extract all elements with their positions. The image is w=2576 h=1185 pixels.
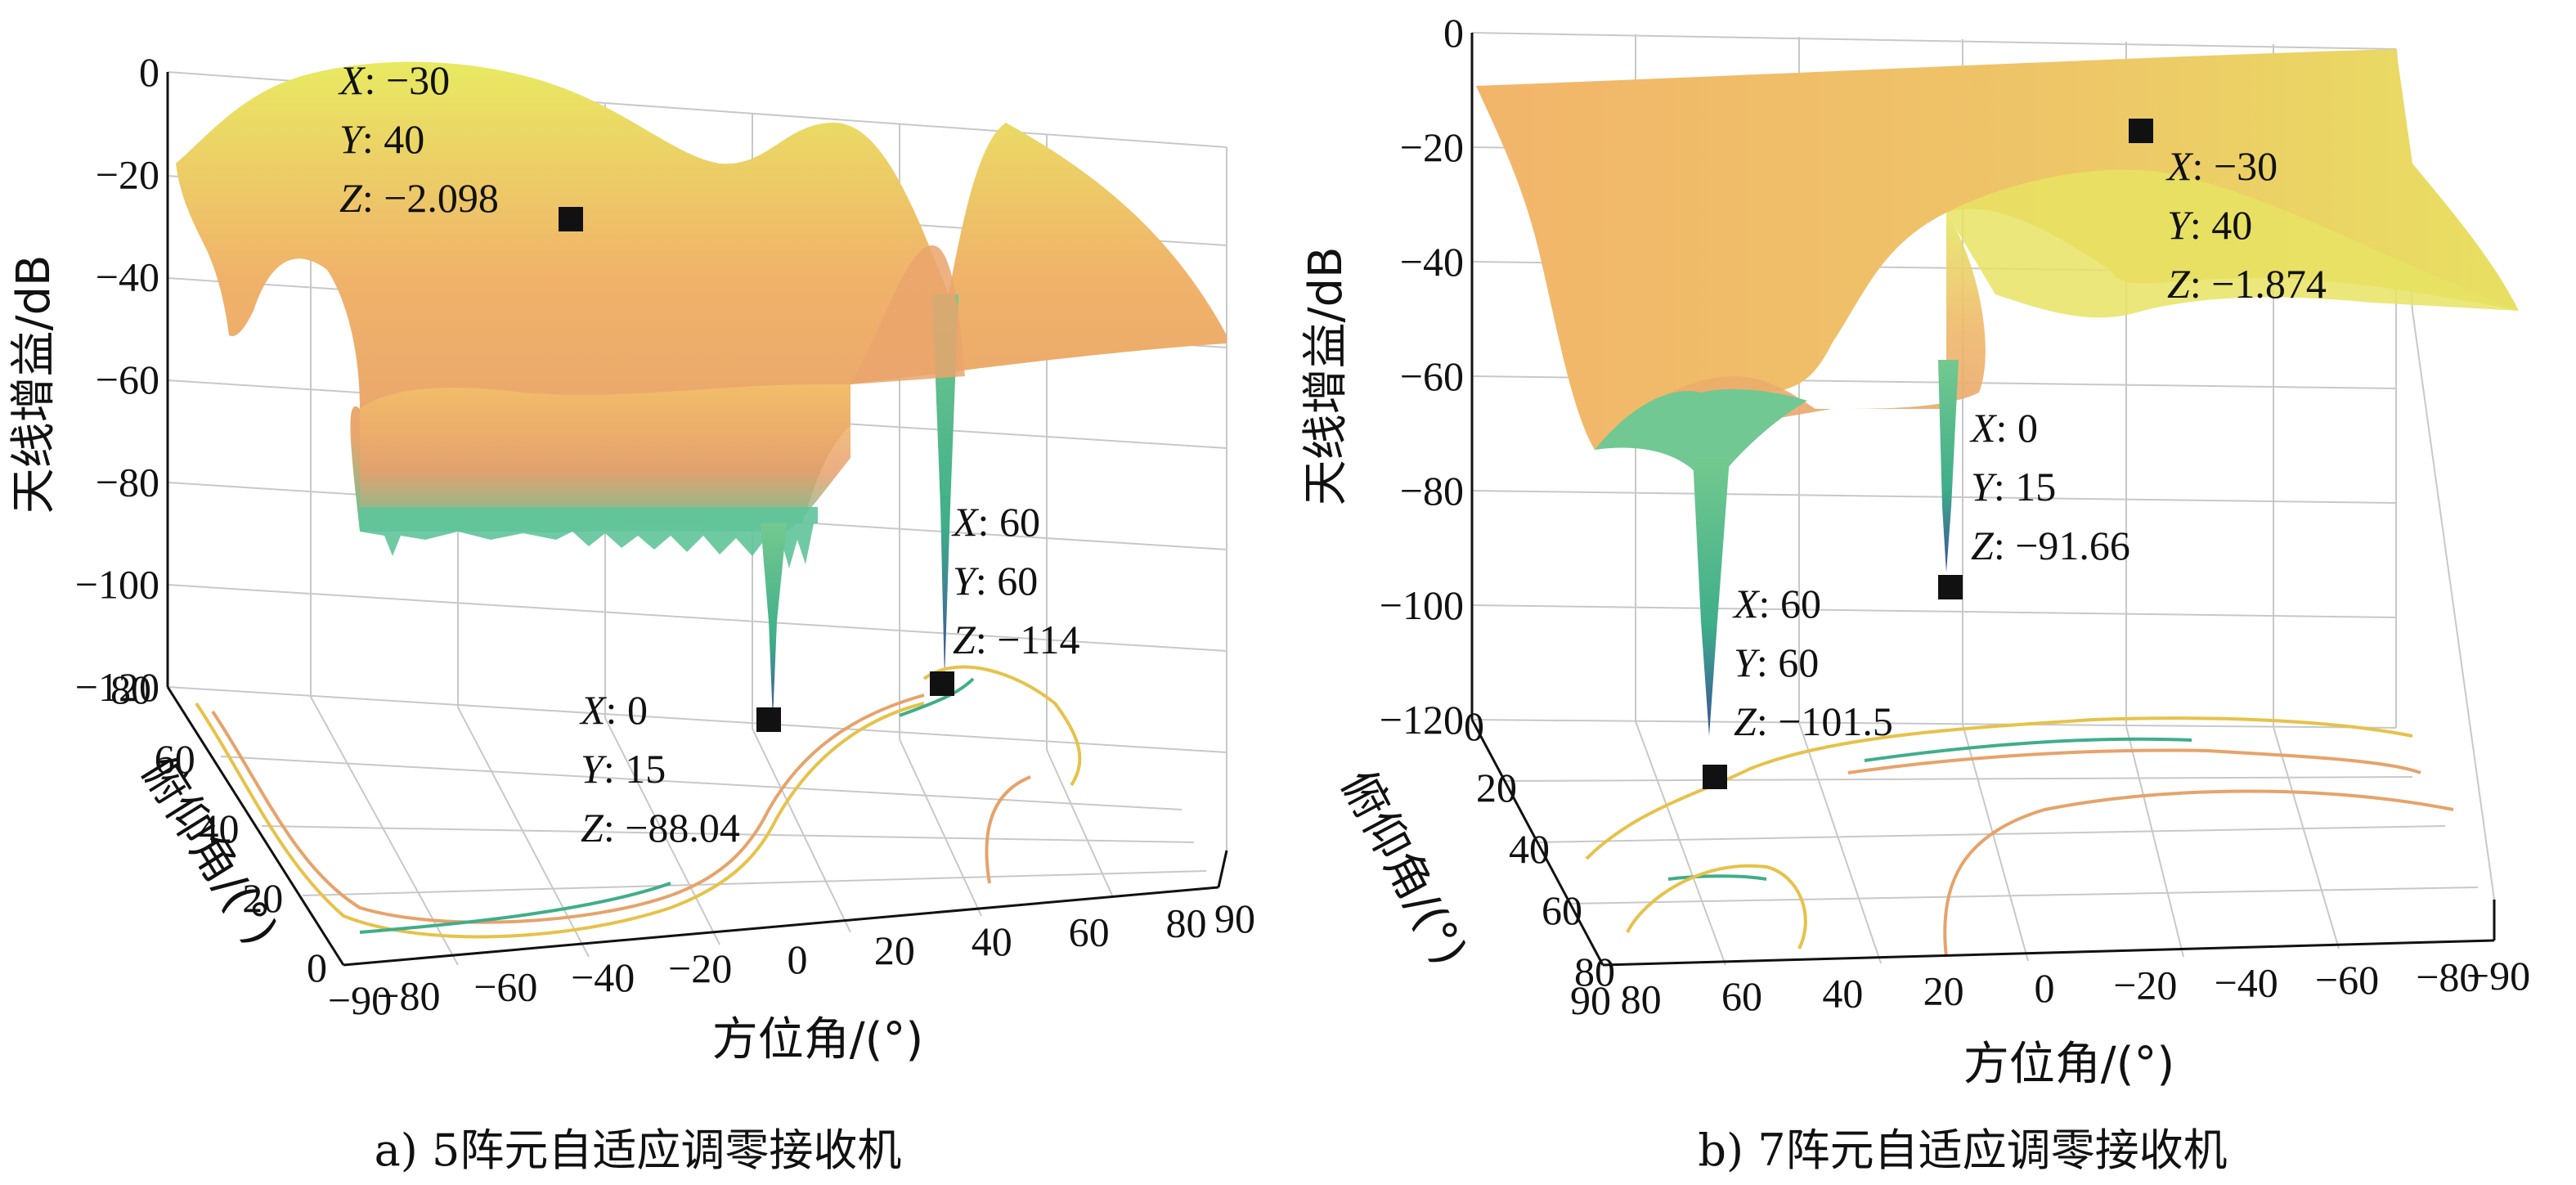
y-tick-label: 40 bbox=[1509, 826, 1550, 872]
x-tick-label: −60 bbox=[473, 963, 537, 1009]
z-tick-label: −60 bbox=[1400, 353, 1464, 399]
x-tick-label: −40 bbox=[2215, 959, 2278, 1005]
datatip-line: X: 60 bbox=[1732, 581, 1821, 626]
x-tick-label: 80 bbox=[1166, 900, 1207, 946]
z-axis-label: 天线增益/dB bbox=[1299, 247, 1353, 506]
panel-b-surface bbox=[1476, 49, 2519, 736]
datatip-line: Y: 15 bbox=[581, 746, 666, 792]
z-tick-label: −100 bbox=[75, 562, 159, 608]
datatip-line: Z: −91.66 bbox=[1971, 523, 2130, 568]
datatip-line: Z: −88.04 bbox=[581, 805, 740, 851]
panel-b-axes bbox=[1470, 33, 2496, 967]
z-tick-label: −20 bbox=[96, 151, 159, 197]
x-tick-label: 90 bbox=[1214, 895, 1255, 941]
datatip-line: X: −30 bbox=[2165, 143, 2278, 189]
z-axis-label: 天线增益/dB bbox=[7, 255, 61, 514]
datatip-line: X: −30 bbox=[338, 57, 450, 103]
datatip-line: Z: −2.098 bbox=[339, 175, 499, 221]
panel-b-contours bbox=[1585, 716, 2454, 958]
datatip-marker[interactable] bbox=[756, 707, 781, 732]
z-tick-label: −80 bbox=[96, 459, 159, 505]
datatip-line: X: 0 bbox=[1969, 405, 2038, 451]
z-tick-label: −40 bbox=[1400, 239, 1464, 285]
z-tick-label: −80 bbox=[1400, 468, 1464, 514]
z-tick-label: −20 bbox=[1400, 124, 1464, 170]
datatip-line: X: 60 bbox=[951, 499, 1040, 545]
datatip-marker[interactable] bbox=[559, 207, 583, 231]
z-tick-label: −120 bbox=[1380, 697, 1464, 743]
x-tick-label: 40 bbox=[1822, 971, 1863, 1017]
x-tick-label: 0 bbox=[788, 936, 808, 982]
x-tick-label: −60 bbox=[2315, 957, 2379, 1003]
x-tick-label: −40 bbox=[571, 954, 635, 1000]
x-tick-label: 20 bbox=[874, 927, 915, 973]
datatip-line: Y: 60 bbox=[953, 558, 1038, 604]
y-tick-label: 80 bbox=[110, 667, 151, 712]
panel-caption: a) 5阵元自适应调零接收机 bbox=[375, 1124, 902, 1176]
x-tick-label: 80 bbox=[1621, 976, 1662, 1021]
x-tick-label: −90 bbox=[328, 977, 392, 1023]
z-tick-label: 0 bbox=[1443, 10, 1464, 56]
x-axis-label: 方位角/(°) bbox=[712, 1013, 924, 1066]
x-tick-label: 60 bbox=[1721, 973, 1762, 1019]
x-tick-label: 0 bbox=[2035, 965, 2055, 1011]
panel-a-surface bbox=[176, 61, 1227, 720]
datatip-marker[interactable] bbox=[1703, 765, 1727, 789]
datatip-line: Z: −114 bbox=[953, 617, 1080, 662]
x-tick-label: 60 bbox=[1069, 909, 1110, 955]
datatip-line: Y: 60 bbox=[1734, 640, 1819, 685]
datatip-line: X: 0 bbox=[579, 687, 648, 733]
z-tick-label: −100 bbox=[1380, 582, 1464, 628]
y-tick-label: 20 bbox=[242, 875, 283, 921]
datatip-marker[interactable] bbox=[930, 671, 954, 696]
x-tick-label: 40 bbox=[972, 918, 1012, 964]
y-axis-label: 俯仰角/(°) bbox=[131, 747, 288, 954]
x-tick-label: −20 bbox=[2113, 963, 2177, 1008]
panel-a-contours bbox=[195, 665, 1082, 939]
y-tick-label: 0 bbox=[1464, 703, 1484, 749]
z-tick-label: −60 bbox=[96, 357, 159, 402]
y-axis-label: 俯仰角/(°) bbox=[1331, 762, 1477, 974]
datatip-line: Y: 40 bbox=[339, 116, 424, 162]
panel-caption: b) 7阵元自适应调零接收机 bbox=[1698, 1124, 2227, 1176]
y-tick-label: 40 bbox=[199, 806, 240, 851]
z-tick-label: 0 bbox=[139, 49, 159, 95]
x-tick-label: −80 bbox=[376, 972, 440, 1018]
datatip-marker[interactable] bbox=[1938, 575, 1963, 599]
x-tick-label: 20 bbox=[1923, 967, 1964, 1013]
y-tick-label: 0 bbox=[307, 945, 327, 990]
x-tick-label: 90 bbox=[1570, 977, 1611, 1023]
y-tick-label: 80 bbox=[1574, 949, 1615, 994]
x-tick-label: −20 bbox=[668, 945, 732, 991]
datatip-line: Y: 15 bbox=[1971, 464, 2056, 509]
panel-a-axes bbox=[166, 72, 1228, 967]
y-tick-label: 60 bbox=[155, 736, 195, 782]
y-tick-label: 60 bbox=[1542, 887, 1582, 933]
x-tick-label: −80 bbox=[2416, 954, 2480, 1000]
x-tick-label: −90 bbox=[2466, 953, 2530, 999]
datatip-marker[interactable] bbox=[2129, 119, 2153, 143]
datatip-line: Z: −101.5 bbox=[1734, 698, 1893, 744]
z-tick-label: −40 bbox=[96, 254, 159, 300]
datatip-line: Y: 40 bbox=[2167, 202, 2252, 248]
x-axis-label: 方位角/(°) bbox=[1963, 1038, 2175, 1091]
panel-b bbox=[1470, 32, 2519, 967]
z-tick-label: −120 bbox=[75, 664, 159, 710]
y-tick-label: 20 bbox=[1476, 765, 1517, 810]
panel-a bbox=[166, 61, 1228, 967]
datatip-line: Z: −1.874 bbox=[2167, 261, 2327, 307]
